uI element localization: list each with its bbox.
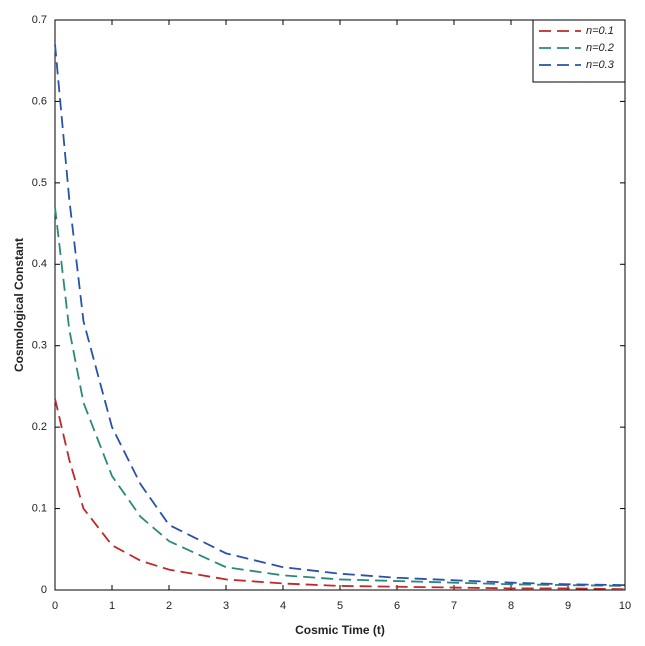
x-tick-label: 10 (619, 600, 631, 612)
x-tick-label: 8 (508, 600, 514, 612)
x-tick-label: 1 (109, 600, 115, 612)
y-axis-title: Cosmological Constant (12, 238, 26, 372)
y-tick-label: 0.1 (32, 502, 47, 514)
y-tick-label: 0.2 (32, 421, 47, 433)
y-tick-label: 0.3 (32, 340, 47, 352)
x-tick-label: 0 (52, 600, 58, 612)
x-tick-label: 2 (166, 600, 172, 612)
y-tick-label: 0.5 (32, 177, 47, 189)
x-tick-label: 4 (280, 600, 286, 612)
x-tick-label: 5 (337, 600, 343, 612)
x-tick-label: 7 (451, 600, 457, 612)
x-tick-label: 6 (394, 600, 400, 612)
plot-frame (54, 19, 626, 591)
x-axis-title: Cosmic Time (t) (295, 623, 385, 637)
legend-label: n=0.2 (586, 42, 614, 54)
series-line (54, 398, 626, 591)
x-tick-label: 9 (565, 600, 571, 612)
series-line (54, 207, 626, 587)
y-tick-label: 0.4 (32, 258, 47, 270)
y-tick-label: 0.7 (32, 14, 47, 26)
legend-label: n=0.1 (586, 25, 614, 37)
legend-label: n=0.3 (586, 59, 615, 71)
series-line (54, 44, 626, 587)
y-tick-label: 0 (41, 584, 47, 596)
x-tick-label: 3 (223, 600, 229, 612)
y-tick-label: 0.6 (32, 95, 47, 107)
